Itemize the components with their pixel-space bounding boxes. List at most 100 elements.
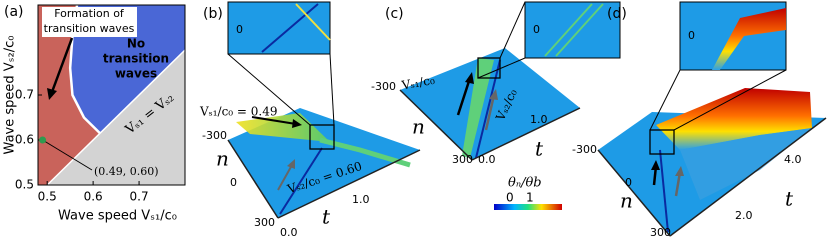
arrow-head — [651, 160, 660, 170]
y-axis-label: Wave speed Vₛ₂/c₀ — [3, 36, 18, 155]
n-axis — [227, 139, 279, 219]
n-axis — [597, 149, 671, 237]
n-tick: 0 — [230, 176, 237, 189]
wave-band — [462, 58, 494, 158]
zoom-line — [227, 53, 311, 126]
point-label: (0.49, 0.60) — [94, 165, 159, 178]
diagonal — [46, 49, 186, 186]
inset-line — [555, 3, 604, 57]
t-label: t — [785, 187, 794, 211]
region-label: Formation of — [54, 7, 125, 20]
inset-ridge — [712, 8, 786, 70]
n-tick: -300 — [572, 143, 597, 156]
zoom-line — [329, 53, 335, 126]
colorbar — [494, 204, 562, 210]
wave-front — [475, 59, 501, 159]
annotation: Vₛ₁/c₀ — [400, 73, 436, 93]
colorbar-tick: 0 — [506, 191, 514, 205]
y-tick-label: 0.5 — [15, 178, 34, 192]
colorbar-tick: 1 — [526, 191, 534, 205]
n-tick: 0 — [625, 176, 632, 189]
n-tick: 300 — [650, 226, 671, 239]
n-axis — [399, 89, 473, 161]
n-label: n — [216, 147, 229, 171]
region-label: transition — [103, 52, 169, 66]
wave-ridge — [656, 88, 812, 150]
region-left — [38, 5, 101, 185]
t-label: t — [322, 205, 331, 229]
zoom-line — [673, 69, 787, 131]
arrow-head — [292, 119, 302, 128]
t-axis — [471, 107, 581, 161]
leader — [42, 139, 93, 171]
zoom-line — [499, 1, 526, 59]
point — [39, 136, 47, 144]
inset-line — [295, 3, 331, 41]
x-tick-label: 0.6 — [84, 190, 103, 204]
n-tick: 300 — [452, 153, 473, 166]
inset-tick: 0 — [236, 23, 243, 36]
t-tick: 4.0 — [784, 153, 802, 166]
t-axis — [277, 149, 421, 219]
wave-trail — [680, 128, 812, 200]
arrow-head — [287, 159, 295, 169]
panel-label: (d) — [607, 6, 627, 22]
n-tick: -300 — [371, 80, 396, 93]
x-tick-label: 0.5 — [38, 190, 57, 204]
n-tick: -300 — [202, 129, 227, 142]
zoom-line — [477, 57, 526, 79]
inset-tick: 0 — [688, 29, 695, 42]
inset — [524, 1, 621, 59]
arrow-head — [675, 166, 684, 176]
inset-line — [261, 3, 319, 53]
arrow — [456, 77, 472, 116]
y-tick-label: 0.6 — [15, 133, 34, 147]
arrow-head — [465, 72, 474, 84]
arrow — [484, 94, 496, 131]
zoom-box — [649, 129, 675, 155]
region-right — [70, 5, 185, 134]
panel-label: (b) — [203, 6, 223, 22]
panel-a: 0.5 0.6 0.7 0.5 0.6 0.7 Wave speed Vₛ₁/c₀ Wave … — [3, 4, 186, 224]
wave-trail — [319, 137, 411, 168]
panel-d: (d) 0 -300 0 300 n 2.0 4.0 t — [572, 1, 827, 239]
t-tick: 1.0 — [352, 193, 370, 206]
x-axis-label: Wave speed Vₛ₁/c₀ — [58, 209, 177, 224]
t-tick: 2.0 — [735, 209, 753, 222]
zoom-box — [477, 57, 501, 79]
panel-label: (a) — [4, 4, 24, 20]
arrow — [50, 37, 74, 93]
wave-band — [236, 113, 330, 142]
zoom-line — [649, 69, 681, 131]
inset-tick: 0 — [533, 23, 540, 36]
panel-label: (c) — [385, 6, 404, 22]
inset — [227, 1, 331, 55]
annotation: Vₛ₁/c₀ = 0.49 — [199, 105, 278, 119]
arrow — [251, 116, 297, 125]
n-tick: 300 — [254, 216, 275, 229]
arrow — [277, 164, 293, 191]
zoom-box — [309, 124, 335, 150]
t-tick: 0.0 — [280, 226, 298, 239]
label-box — [42, 7, 137, 37]
colorbar-label: θₙ/θb — [508, 176, 542, 191]
wave-front — [659, 149, 669, 233]
wave-front — [279, 147, 323, 215]
y-tick-label: 0.7 — [15, 88, 34, 102]
region-label: waves — [115, 67, 157, 81]
region-label: No — [127, 37, 145, 51]
x-tick-label: 0.7 — [130, 190, 149, 204]
arrow-head — [47, 88, 57, 100]
t-tick: 1.0 — [530, 113, 548, 126]
inset-line — [544, 3, 593, 57]
t-axis — [669, 117, 827, 237]
t-label: t — [535, 137, 544, 161]
n-label: n — [412, 115, 425, 139]
t-tick: 0.0 — [478, 153, 496, 166]
n-label: n — [620, 189, 633, 213]
arrow-head — [489, 89, 498, 100]
panel-b: (b) 0 Vₛ₁/c₀ = 0.49 Vₛ₂/c₀ = 0.60 -300 0… — [199, 1, 421, 239]
region-label: transition waves — [44, 22, 135, 35]
panel-c: (c) 0 Vₛ₁/c₀ Vₛ₂/c₀ -300 300 n 0.0 1.0 t… — [371, 1, 621, 210]
